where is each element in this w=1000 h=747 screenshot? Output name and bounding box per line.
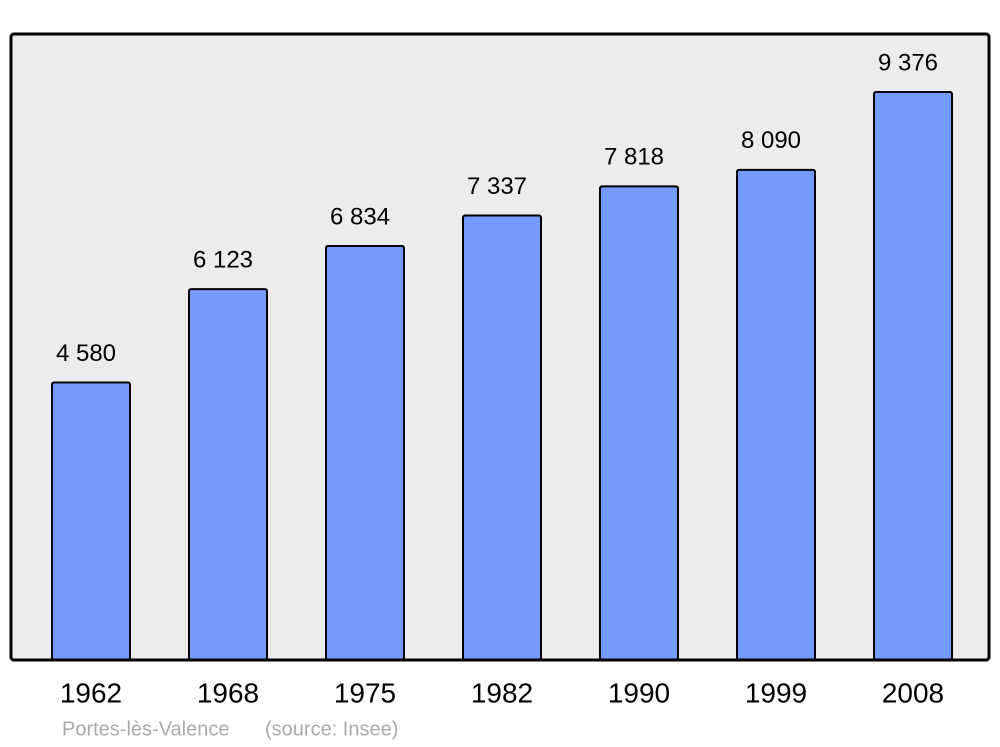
value-label: 7 337	[467, 173, 527, 200]
place-label: Portes-lès-Valence	[62, 718, 229, 740]
bar	[462, 214, 542, 661]
x-tick-label: 1982	[471, 677, 533, 708]
source-label: (source: Insee)	[265, 718, 398, 740]
x-tick-label: 1962	[60, 677, 122, 708]
value-label: 9 376	[878, 49, 938, 76]
x-tick-label: 1968	[197, 677, 259, 708]
bar	[599, 185, 679, 661]
value-label: 7 818	[604, 144, 664, 171]
x-tick-label: 1975	[334, 677, 396, 708]
bar	[325, 244, 405, 661]
x-tick-label: 1990	[608, 677, 670, 708]
bar	[736, 168, 816, 661]
x-tick-label: 1999	[745, 677, 807, 708]
value-label: 8 090	[741, 127, 801, 154]
bar	[51, 381, 131, 661]
x-tick-label: 2008	[882, 677, 944, 708]
value-label: 6 834	[330, 203, 390, 230]
bar	[188, 288, 268, 661]
value-label: 4 580	[56, 340, 116, 367]
value-label: 6 123	[193, 246, 253, 273]
bar	[873, 91, 953, 661]
plot-border	[9, 32, 991, 662]
